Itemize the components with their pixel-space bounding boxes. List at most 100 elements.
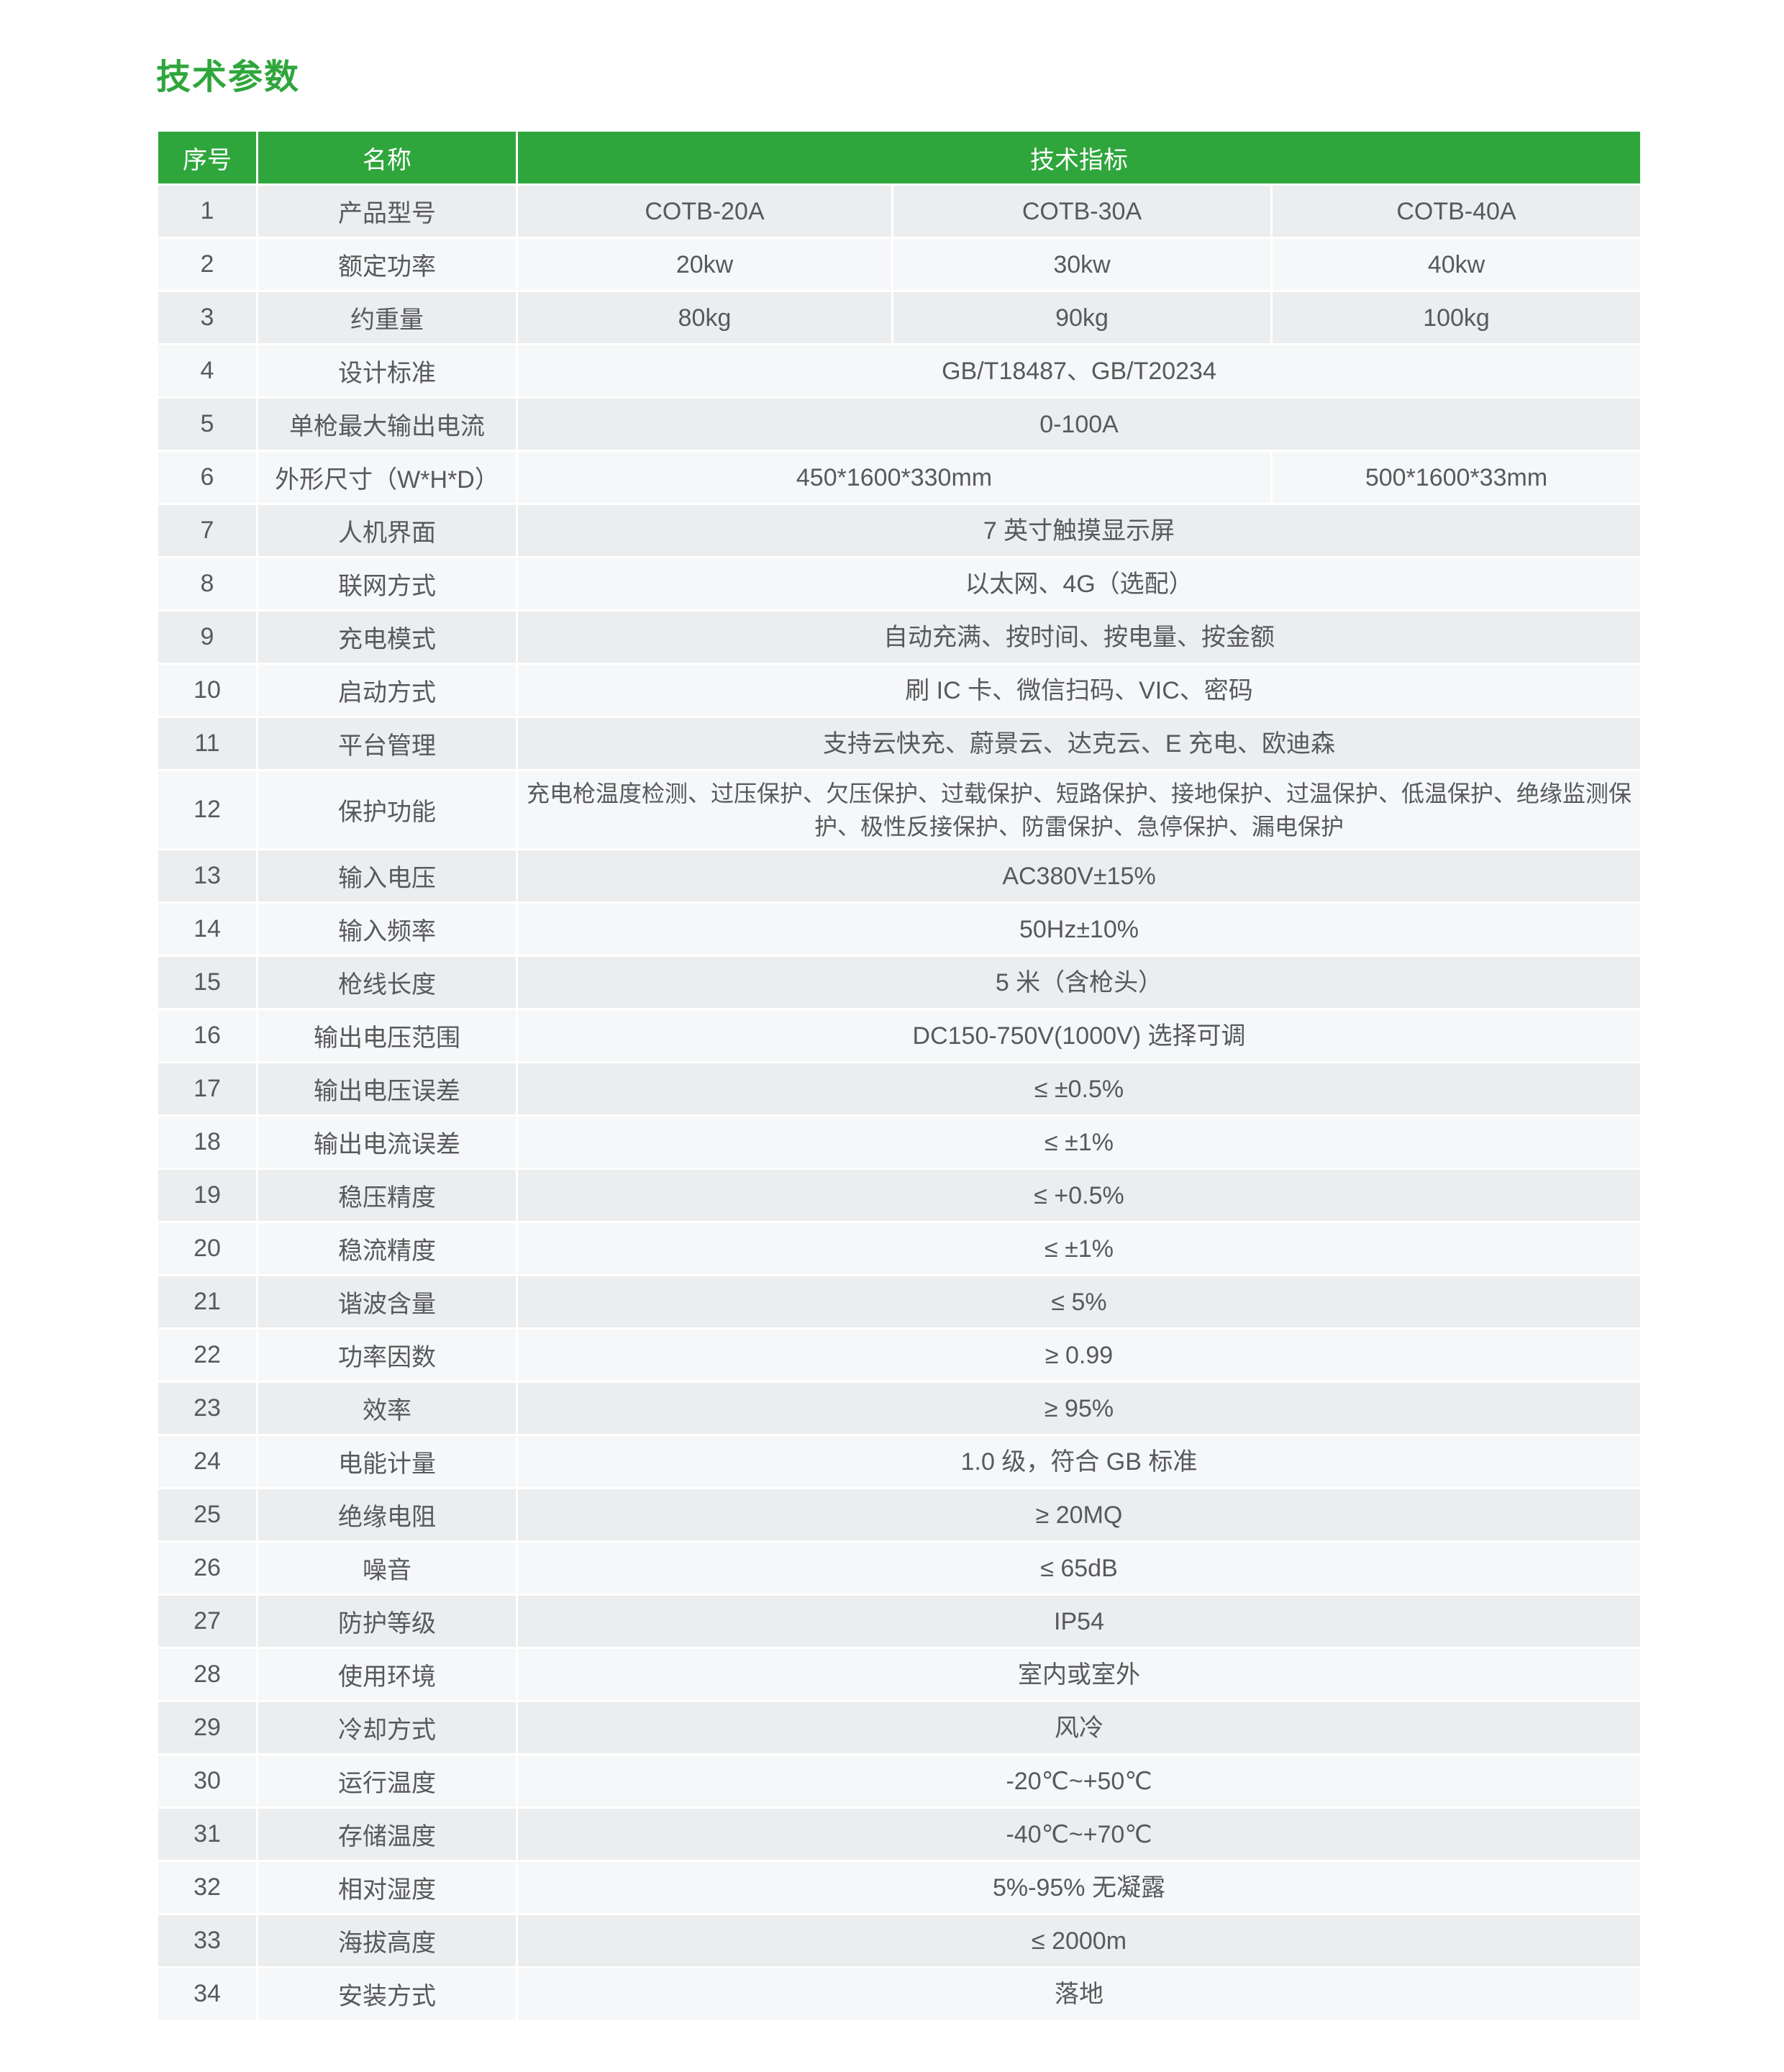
row-name-cell: 充电模式 xyxy=(256,609,518,665)
row-value-cell: 自动充满、按时间、按电量、按金额 xyxy=(515,609,1643,665)
row-value-cell: COTB-40A xyxy=(1270,183,1643,239)
row-name-cell: 单枪最大输出电流 xyxy=(256,396,518,452)
row-index-cell: 2 xyxy=(156,237,258,292)
row-name-cell: 设计标准 xyxy=(256,343,518,399)
row-index-cell: 26 xyxy=(156,1540,258,1596)
row-name-cell: 平台管理 xyxy=(256,716,518,771)
row-name-cell: 启动方式 xyxy=(256,663,518,718)
row-name-cell: 谐波含量 xyxy=(256,1274,518,1330)
table-row: 25 绝缘电阻 ≥ 20MQ xyxy=(156,1487,1643,1542)
row-index-cell: 33 xyxy=(156,1913,258,1968)
row-value-cell: 500*1600*33mm xyxy=(1270,450,1643,505)
row-value-cell: ≤ ±1% xyxy=(515,1114,1643,1170)
row-name-cell: 输出电压误差 xyxy=(256,1061,518,1117)
row-value-cell: 40kw xyxy=(1270,237,1643,292)
table-row: 16 输出电压范围 DC150-750V(1000V) 选择可调 xyxy=(156,1008,1643,1063)
table-row: 19 稳压精度 ≤ +0.5% xyxy=(156,1168,1643,1223)
page-title: 技术参数 xyxy=(156,58,301,96)
table-row: 31 存储温度 -40℃~+70℃ xyxy=(156,1807,1643,1862)
row-index-cell: 18 xyxy=(156,1114,258,1170)
row-value-cell: 50Hz±10% xyxy=(515,901,1643,957)
header-cell-index: 序号 xyxy=(156,130,258,186)
spec-table: 序号 名称 技术指标 1 产品型号 COTB-20A COTB-30A COTB-40A… xyxy=(156,130,1643,2022)
table-row: 21 谐波含量 ≤ 5% xyxy=(156,1274,1643,1330)
row-index-cell: 32 xyxy=(156,1860,258,1915)
row-name-cell: 枪线长度 xyxy=(256,955,518,1010)
row-name-cell: 海拔高度 xyxy=(256,1913,518,1968)
row-name-cell: 输出电压范围 xyxy=(256,1008,518,1063)
row-name-cell: 输入频率 xyxy=(256,901,518,957)
row-index-cell: 17 xyxy=(156,1061,258,1117)
row-value-cell: 7 英寸触摸显示屏 xyxy=(515,503,1643,558)
row-index-cell: 29 xyxy=(156,1700,258,1755)
row-name-cell: 稳流精度 xyxy=(256,1221,518,1276)
row-index-cell: 10 xyxy=(156,663,258,718)
table-row: 20 稳流精度 ≤ ±1% xyxy=(156,1221,1643,1276)
row-value-cell: 100kg xyxy=(1270,290,1643,345)
row-value-cell: 0-100A xyxy=(515,396,1643,452)
row-index-cell: 11 xyxy=(156,716,258,771)
row-value-cell: ≤ ±0.5% xyxy=(515,1061,1643,1117)
row-name-cell: 外形尺寸（W*H*D） xyxy=(256,450,518,505)
table-row: 27 防护等级 IP54 xyxy=(156,1594,1643,1649)
row-value-cell: 90kg xyxy=(891,290,1273,345)
row-name-cell: 产品型号 xyxy=(256,183,518,239)
table-row: 14 输入频率 50Hz±10% xyxy=(156,901,1643,957)
spec-table-body: 1 产品型号 COTB-20A COTB-30A COTB-40A 2 额定功率 20kw 30… xyxy=(156,183,1643,2022)
row-value-cell: ≤ 5% xyxy=(515,1274,1643,1330)
row-index-cell: 8 xyxy=(156,556,258,612)
table-row: 11 平台管理 支持云快充、蔚景云、达克云、E 充电、欧迪森 xyxy=(156,716,1643,771)
row-index-cell: 27 xyxy=(156,1594,258,1649)
row-name-cell: 功率因数 xyxy=(256,1327,518,1383)
row-value-cell: ≤ 2000m xyxy=(515,1913,1643,1968)
table-row: 17 输出电压误差 ≤ ±0.5% xyxy=(156,1061,1643,1117)
row-index-cell: 31 xyxy=(156,1807,258,1862)
row-index-cell: 19 xyxy=(156,1168,258,1223)
row-name-cell: 运行温度 xyxy=(256,1753,518,1809)
row-value-cell: COTB-30A xyxy=(891,183,1273,239)
row-name-cell: 人机界面 xyxy=(256,503,518,558)
row-value-cell: ≥ 95% xyxy=(515,1381,1643,1436)
row-name-cell: 保护功能 xyxy=(256,769,518,850)
row-name-cell: 联网方式 xyxy=(256,556,518,612)
row-name-cell: 额定功率 xyxy=(256,237,518,292)
row-name-cell: 防护等级 xyxy=(256,1594,518,1649)
row-index-cell: 28 xyxy=(156,1647,258,1702)
table-row: 12 保护功能 充电枪温度检测、过压保护、欠压保护、过载保护、短路保护、接地保护、过… xyxy=(156,769,1643,850)
row-value-cell: 刷 IC 卡、微信扫码、VIC、密码 xyxy=(515,663,1643,718)
row-index-cell: 34 xyxy=(156,1966,258,2022)
row-index-cell: 12 xyxy=(156,769,258,850)
row-name-cell: 冷却方式 xyxy=(256,1700,518,1755)
table-row: 28 使用环境 室内或室外 xyxy=(156,1647,1643,1702)
table-row: 33 海拔高度 ≤ 2000m xyxy=(156,1913,1643,1968)
table-row: 2 额定功率 20kw 30kw 40kw xyxy=(156,237,1643,292)
table-row: 22 功率因数 ≥ 0.99 xyxy=(156,1327,1643,1383)
table-row: 34 安装方式 落地 xyxy=(156,1966,1643,2022)
table-row: 23 效率 ≥ 95% xyxy=(156,1381,1643,1436)
header-cell-spec: 技术指标 xyxy=(515,130,1643,186)
row-value-cell: 风冷 xyxy=(515,1700,1643,1755)
row-index-cell: 16 xyxy=(156,1008,258,1063)
row-value-cell: 室内或室外 xyxy=(515,1647,1643,1702)
row-name-cell: 使用环境 xyxy=(256,1647,518,1702)
row-index-cell: 21 xyxy=(156,1274,258,1330)
table-row: 15 枪线长度 5 米（含枪头） xyxy=(156,955,1643,1010)
row-name-cell: 电能计量 xyxy=(256,1434,518,1489)
table-row: 1 产品型号 COTB-20A COTB-30A COTB-40A xyxy=(156,183,1643,239)
row-value-cell: 450*1600*330mm xyxy=(516,450,1273,505)
row-value-cell: 落地 xyxy=(515,1966,1643,2022)
row-value-cell: 支持云快充、蔚景云、达克云、E 充电、欧迪森 xyxy=(515,716,1643,771)
row-value-cell: -40℃~+70℃ xyxy=(515,1807,1643,1862)
row-index-cell: 9 xyxy=(156,609,258,665)
row-index-cell: 3 xyxy=(156,290,258,345)
row-value-cell: COTB-20A xyxy=(516,183,893,239)
row-index-cell: 20 xyxy=(156,1221,258,1276)
row-index-cell: 23 xyxy=(156,1381,258,1436)
row-value-cell: ≥ 20MQ xyxy=(515,1487,1643,1542)
row-index-cell: 7 xyxy=(156,503,258,558)
row-value-cell: ≤ 65dB xyxy=(515,1540,1643,1596)
row-value-cell: ≥ 0.99 xyxy=(515,1327,1643,1383)
row-name-cell: 输出电流误差 xyxy=(256,1114,518,1170)
table-row: 10 启动方式刷 IC 卡、微信扫码、VIC、密码 xyxy=(156,663,1643,718)
